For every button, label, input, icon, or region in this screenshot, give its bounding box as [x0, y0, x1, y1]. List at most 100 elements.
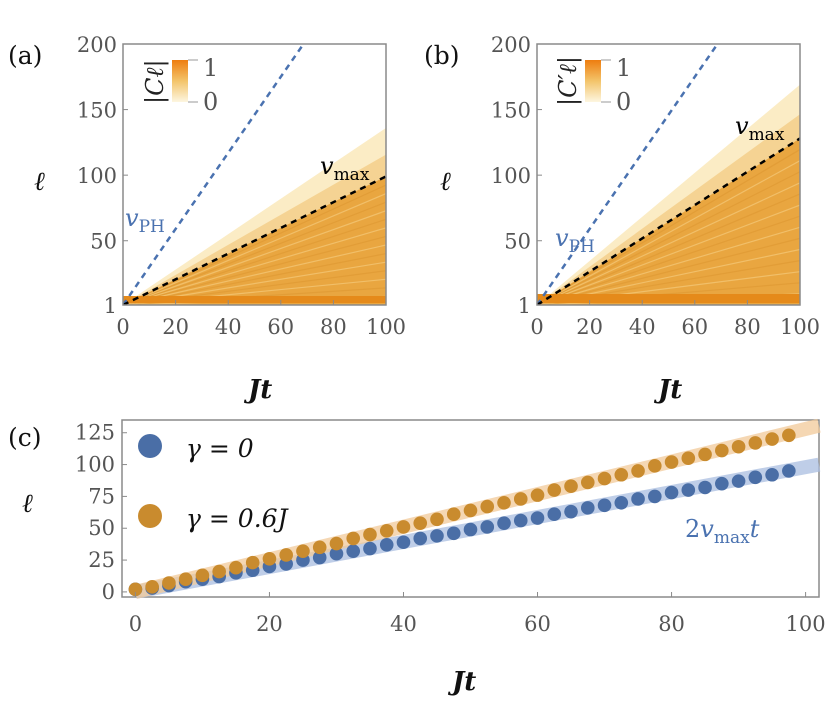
y-tick-label: 50	[90, 230, 117, 254]
y-tick-label: 150	[77, 99, 117, 123]
scatter-point-series1	[597, 471, 612, 486]
plot-c-frame	[121, 419, 820, 598]
heatmap-b-stripes	[537, 149, 800, 305]
scatter-point-series1	[497, 495, 511, 510]
heatmap-stripe	[123, 218, 386, 305]
y-tick-label: 0	[102, 580, 115, 604]
x-tick-label: 80	[658, 612, 685, 636]
y-tick-label: 100	[77, 164, 117, 188]
vph-line-b	[537, 44, 719, 305]
x-ticks-b: 0 20 40 60 80 100	[530, 300, 820, 339]
colorbar-a: 1 0 |Cℓ|	[141, 54, 218, 116]
scatter-point-series0	[497, 516, 511, 530]
x-tick-label: 100	[780, 315, 820, 339]
y-tick-label: 200	[77, 33, 117, 57]
x-tick-label: 20	[576, 315, 603, 339]
scatter-point-series1	[463, 503, 478, 518]
scatter-point-series1	[513, 492, 528, 506]
scatter-point-series0	[396, 535, 411, 550]
vph-label-a: vPH	[125, 204, 165, 237]
scatter-point-series1	[564, 479, 578, 494]
scatter-point-series0	[648, 489, 662, 504]
scatter-point-series1	[329, 536, 344, 551]
scatter-point-series0	[430, 529, 444, 543]
x-ticks-c: 0 20 40 60 80 100	[129, 592, 826, 636]
scatter-point-series0	[698, 480, 712, 495]
scatter-point-series0	[446, 526, 461, 541]
scatter-point-series0	[413, 531, 428, 546]
colorbar-a-gradient	[172, 60, 188, 102]
x-tick-label: 60	[267, 315, 294, 339]
y-axis-label-a: ℓ	[34, 167, 45, 197]
y-tick-label: 150	[491, 99, 531, 123]
scatter-point-series0	[513, 513, 528, 528]
y-tick-label: 75	[88, 484, 115, 508]
scatter-point-series1	[530, 488, 545, 502]
guide-annotation-c: 2vmaxt	[685, 515, 760, 548]
y-ticks-c: 0 25 50 75 100 125	[75, 421, 127, 604]
colorbar-b-max-label: 1	[616, 54, 631, 82]
scatter-point-series1	[195, 568, 210, 583]
colorbar-b-title: |C′ℓ|	[554, 56, 583, 106]
vph-line-a	[123, 44, 305, 305]
scatter-point-series1	[379, 523, 394, 538]
scatter-point-series1	[765, 432, 779, 446]
heatmap-b-bottom-band	[537, 294, 800, 303]
x-tick-label: 0	[530, 315, 543, 339]
x-tick-label: 60	[681, 315, 708, 339]
legend-c: γ = 0 γ = 0.6J	[138, 434, 290, 533]
scatter-point-series1	[178, 572, 193, 586]
scatter-point-series0	[631, 492, 645, 506]
x-tick-label: 20	[162, 315, 189, 339]
heatmap-stripe	[537, 171, 800, 305]
x-axis-label-b: Jt	[653, 375, 682, 405]
x-tick-label: 40	[390, 612, 417, 636]
vph-label-b: vPH	[555, 224, 595, 257]
heatmap-stripe	[537, 226, 800, 305]
scatter-point-series1	[547, 483, 562, 497]
scatter-point-series0	[614, 495, 629, 510]
heatmap-stripe	[123, 235, 386, 305]
vmax-line-a	[123, 175, 386, 305]
x-ticks-a: 0 20 40 60 80 100	[116, 300, 406, 339]
scatter-points-c	[128, 428, 796, 597]
scatter-point-series0	[748, 470, 763, 485]
scatter-point-series0	[681, 483, 696, 497]
colorbar-a-max-label: 1	[203, 54, 218, 82]
heatmap-stripe	[123, 244, 386, 305]
x-tick-label: 40	[629, 315, 656, 339]
scatter-point-series0	[363, 541, 377, 556]
scatter-point-series1	[312, 540, 327, 555]
y-tick-label: 1	[104, 294, 117, 318]
legend-label-gamma0: γ = 0	[186, 434, 254, 463]
scatter-point-series1	[162, 576, 176, 590]
legend-label-gamma06: γ = 0.6J	[186, 504, 290, 533]
scatter-point-series0	[329, 546, 344, 561]
x-tick-label: 0	[116, 315, 129, 339]
y-tick-label: 200	[491, 33, 531, 57]
legend-marker-gamma0	[138, 434, 162, 458]
scatter-point-series1	[296, 544, 310, 558]
scatter-point-series1	[748, 436, 763, 450]
x-tick-label: 40	[215, 315, 242, 339]
scatter-point-series1	[782, 428, 796, 443]
scatter-point-series1	[631, 464, 645, 478]
scatter-point-series0	[715, 476, 729, 491]
scatter-point-series0	[564, 504, 578, 519]
scatter-point-series1	[430, 512, 444, 527]
vmax-line-b	[537, 137, 800, 305]
scatter-point-series1	[480, 499, 495, 514]
panel-c-label: (c)	[8, 423, 42, 452]
heatmap-stripe	[123, 184, 386, 305]
scatter-point-series1	[396, 520, 411, 534]
vmax-label-a: vmax	[320, 152, 370, 185]
scatter-point-series1	[698, 447, 712, 462]
x-tick-label: 100	[366, 315, 406, 339]
y-tick-label: 100	[75, 453, 115, 477]
scatter-point-series1	[346, 531, 361, 546]
scatter-point-series1	[279, 548, 293, 562]
